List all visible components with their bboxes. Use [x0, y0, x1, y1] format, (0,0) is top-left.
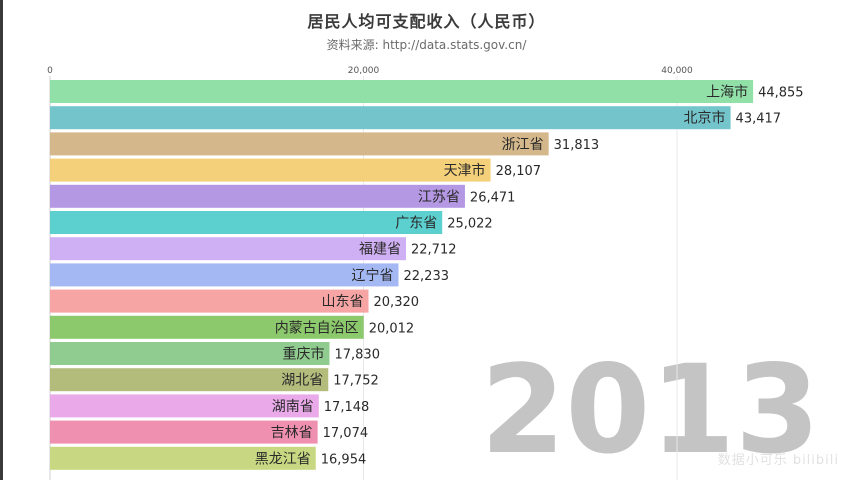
bar-value-label: 17,752 — [333, 374, 379, 389]
bar-category-label: 内蒙古自治区 — [275, 320, 359, 336]
bar — [50, 184, 465, 208]
bar — [50, 342, 330, 365]
tick-label: 0 — [47, 66, 53, 76]
bar — [50, 106, 731, 130]
bar-value-label: 22,712 — [411, 243, 457, 258]
year-label: 2013 — [480, 339, 820, 480]
bar — [50, 263, 399, 287]
bar-category-label: 天津市 — [444, 162, 486, 179]
bar-category-label: 重庆市 — [282, 346, 324, 363]
bar-value-label: 43,417 — [736, 112, 782, 127]
bar-value-label: 16,954 — [321, 452, 367, 467]
bar — [50, 237, 407, 261]
bar — [50, 420, 318, 444]
bar-value-label: 20,012 — [369, 321, 415, 336]
bar-category-label: 黑龙江省 — [255, 451, 311, 467]
bar-value-label: 26,471 — [470, 190, 516, 205]
bar-value-label: 31,813 — [554, 138, 600, 153]
bar — [50, 446, 316, 470]
bar-value-label: 28,107 — [496, 164, 542, 179]
bar — [50, 289, 369, 313]
bar-value-label: 17,830 — [334, 348, 380, 363]
bar-category-label: 上海市 — [706, 84, 748, 101]
bar — [50, 368, 329, 392]
bar-category-label: 浙江省 — [502, 137, 544, 153]
bar — [50, 132, 549, 156]
bar-category-label: 湖南省 — [272, 399, 314, 415]
bar-category-label: 湖北省 — [281, 373, 323, 389]
bar-value-label: 20,320 — [374, 295, 420, 310]
bar — [50, 158, 491, 182]
tick-label: 20,000 — [348, 66, 380, 76]
bar-category-label: 吉林省 — [271, 425, 313, 441]
bar-value-label: 17,074 — [323, 426, 369, 441]
bar-value-label: 17,148 — [324, 400, 370, 415]
bar — [50, 315, 364, 339]
bar-value-label: 44,855 — [758, 86, 804, 101]
bar-category-label: 江苏省 — [418, 189, 460, 205]
bar-category-label: 辽宁省 — [352, 267, 394, 284]
left-edge-rule — [0, 0, 3, 480]
bar — [50, 394, 319, 418]
bar-category-label: 北京市 — [684, 110, 726, 127]
channel-watermark: 数据小可乐 bilibili — [717, 453, 839, 468]
tick-label: 40,000 — [661, 66, 693, 76]
chart-title: 居民人均可支配收入（人民币） — [307, 12, 546, 31]
bar — [50, 80, 754, 103]
bar — [50, 211, 443, 234]
bar-value-label: 22,233 — [404, 269, 450, 284]
bar-value-label: 25,022 — [447, 217, 493, 232]
chart-subtitle: 资料来源: http://data.stats.gov.cn/ — [326, 38, 527, 52]
bar-category-label: 山东省 — [322, 294, 364, 310]
bar-category-label: 广东省 — [395, 216, 437, 232]
bar-category-label: 福建省 — [359, 242, 401, 258]
